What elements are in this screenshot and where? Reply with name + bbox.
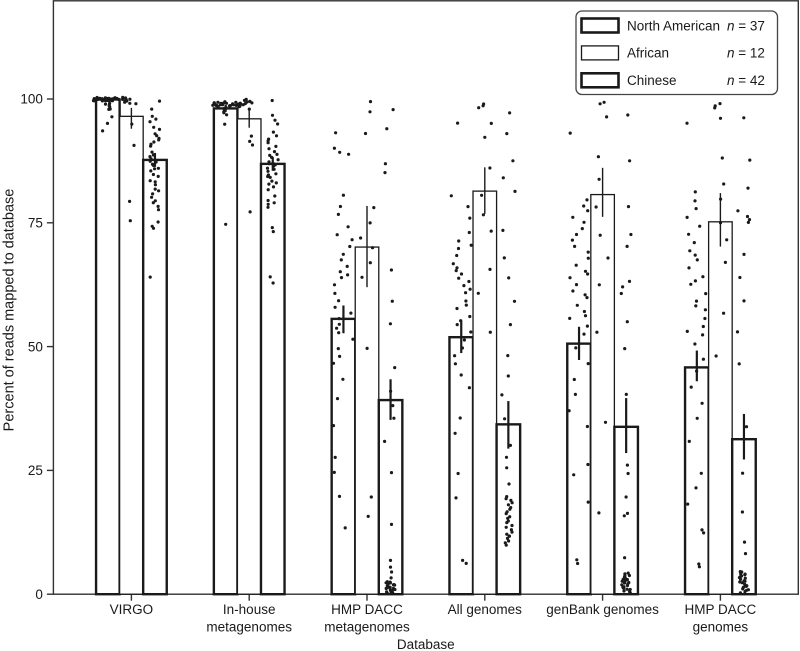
svg-text:Database: Database <box>397 637 455 651</box>
svg-text:genBank genomes: genBank genomes <box>546 602 659 617</box>
svg-text:metagenomes: metagenomes <box>324 619 410 634</box>
svg-text:25: 25 <box>28 463 43 478</box>
svg-text:Percent of reads mapped to dat: Percent of reads mapped to database <box>2 189 18 432</box>
svg-text:Chinese: Chinese <box>627 73 677 88</box>
svg-text:metagenomes: metagenomes <box>206 619 292 634</box>
svg-text:African: African <box>627 46 669 61</box>
svg-text:50: 50 <box>28 339 43 354</box>
svg-text:HMP DACC: HMP DACC <box>685 602 757 617</box>
svg-text:n = 42: n = 42 <box>727 73 765 88</box>
svg-text:0: 0 <box>35 587 43 602</box>
svg-text:All genomes: All genomes <box>448 602 523 617</box>
svg-text:n = 12: n = 12 <box>727 46 765 61</box>
svg-text:VIRGO: VIRGO <box>110 602 154 617</box>
svg-text:100: 100 <box>20 92 43 107</box>
svg-text:HMP DACC: HMP DACC <box>331 602 403 617</box>
svg-text:In-house: In-house <box>223 602 276 617</box>
svg-text:n = 37: n = 37 <box>727 18 765 33</box>
svg-text:North American: North American <box>627 18 720 33</box>
svg-text:genomes: genomes <box>693 619 749 634</box>
svg-text:75: 75 <box>28 216 43 231</box>
